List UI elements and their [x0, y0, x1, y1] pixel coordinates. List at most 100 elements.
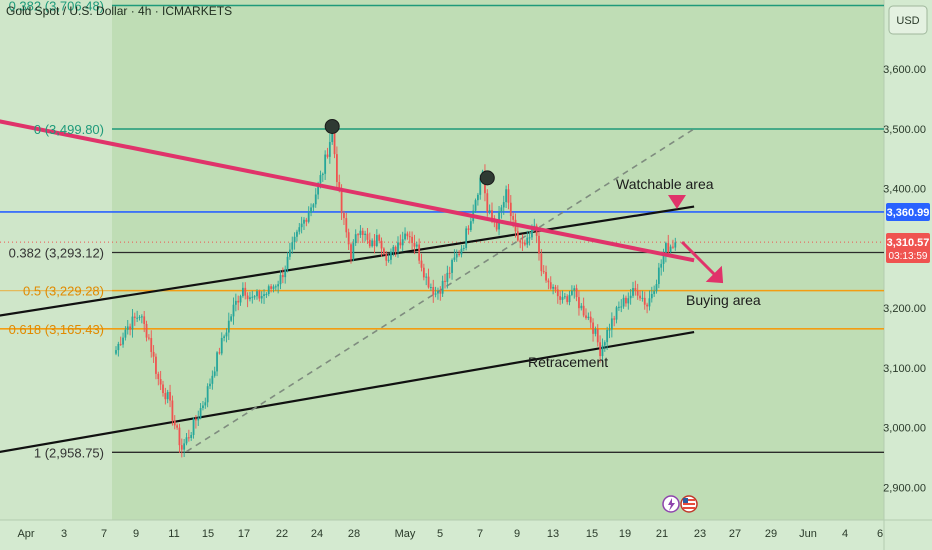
trendline-rising-channel-upper — [0, 205, 695, 317]
candle-body — [291, 242, 294, 250]
candle-body — [665, 243, 667, 256]
retracement-label: Retracement — [528, 354, 608, 370]
candle-body — [209, 383, 211, 387]
candle-body — [270, 286, 272, 289]
chart-title: Gold Spot / U.S. Dollar · 4h · ICMARKETS — [6, 4, 232, 18]
candle-body — [507, 189, 510, 203]
candle-body — [526, 237, 529, 245]
candle-body — [674, 242, 677, 248]
time-axis-tick-label: 7 — [477, 528, 483, 540]
candle-body — [446, 272, 449, 282]
candle-body — [150, 338, 153, 352]
candle-body — [333, 128, 336, 155]
lightning-event-icon[interactable] — [662, 495, 680, 513]
candle-body — [213, 371, 216, 376]
candle-body — [223, 336, 225, 338]
us-flag-event-icon[interactable] — [680, 495, 698, 513]
candle-body — [119, 343, 122, 345]
candle-body — [627, 298, 630, 304]
candle-body — [545, 272, 547, 281]
candle-body — [204, 402, 207, 406]
candle-body — [260, 295, 263, 299]
candle-body — [620, 306, 623, 308]
candle-body — [258, 291, 261, 299]
candle-body — [242, 287, 244, 297]
candle-body — [613, 318, 616, 320]
candle-body — [500, 207, 503, 212]
candle-body — [366, 233, 369, 240]
fib-level-label: 0 (3,499.80) — [34, 122, 104, 137]
candle-body — [286, 256, 289, 270]
drawing-lines — [0, 4, 884, 453]
candle-body — [195, 418, 197, 421]
current-price-tag: 3,310.57 03:13:59 — [886, 233, 930, 263]
candle-body — [427, 276, 430, 288]
candle-body — [437, 291, 439, 294]
time-axis-tick-label: 28 — [348, 528, 360, 540]
candle-body — [211, 375, 214, 384]
candle-body — [373, 240, 376, 246]
candle-body — [343, 213, 345, 219]
candle-body — [618, 306, 620, 308]
candle-body — [176, 425, 178, 428]
candle-body — [307, 212, 310, 222]
candle-body — [399, 242, 402, 246]
candle-body — [319, 175, 322, 184]
candle-body — [305, 219, 308, 222]
candle-body — [190, 434, 193, 438]
candle-body — [178, 427, 181, 446]
candle-body — [364, 233, 366, 235]
candle-body — [582, 305, 585, 316]
candle-body — [263, 294, 265, 296]
candle-body — [192, 418, 195, 435]
candle-body — [136, 317, 139, 319]
candle-body — [516, 231, 519, 241]
candle-body — [197, 417, 200, 421]
candle-body — [380, 240, 383, 249]
candle-body — [244, 287, 247, 296]
time-axis-ticks: Apr 3 7 9 11 15 17 22 24 28 May 5 7 9 13 15 19 21 23 27 29 Ju… — [17, 528, 883, 540]
candle-body — [216, 352, 218, 372]
candle-body — [300, 223, 303, 228]
currency-button-label: USD — [896, 15, 919, 27]
candle-body — [324, 154, 327, 174]
candle-body — [155, 356, 157, 374]
candle-body — [479, 178, 482, 195]
candle-body — [556, 289, 559, 297]
candle-body — [531, 226, 533, 238]
fib-level-label: 0.382 (3,706.48) — [9, 0, 104, 14]
candle-body — [345, 218, 348, 233]
time-axis-tick-label: 27 — [729, 528, 741, 540]
candle-body — [488, 210, 491, 213]
candle-body — [279, 275, 282, 285]
candle-body — [585, 315, 587, 319]
candle-body — [138, 316, 141, 318]
price-axis-tick-label: 3,100.00 — [883, 363, 926, 375]
candle-body — [655, 284, 658, 292]
candle-body — [390, 251, 392, 260]
candle-body — [660, 263, 663, 268]
candle-body — [206, 386, 209, 403]
candle-body — [453, 257, 456, 260]
currency-button[interactable]: USD — [888, 5, 928, 35]
candle-body — [326, 154, 329, 157]
countdown-timer: 03:13:59 — [889, 251, 928, 262]
current-price: 3,310.57 — [887, 237, 930, 249]
candle-body — [474, 200, 477, 211]
candle-body — [296, 231, 298, 237]
candle-body — [422, 267, 425, 278]
time-axis-tick-label: 19 — [619, 528, 631, 540]
blue-line-price-tag: 3,360.99 — [886, 203, 930, 221]
candle-body — [164, 393, 167, 400]
candle-body — [133, 316, 136, 318]
candle-body — [460, 248, 463, 255]
candle-body — [533, 225, 536, 227]
candle-body — [314, 194, 317, 205]
candle-body — [502, 202, 505, 208]
time-axis-tick-label: 23 — [694, 528, 706, 540]
candle-body — [397, 242, 399, 252]
time-axis-tick-label: 17 — [238, 528, 250, 540]
candle-body — [350, 244, 352, 260]
candle-body — [227, 320, 230, 333]
